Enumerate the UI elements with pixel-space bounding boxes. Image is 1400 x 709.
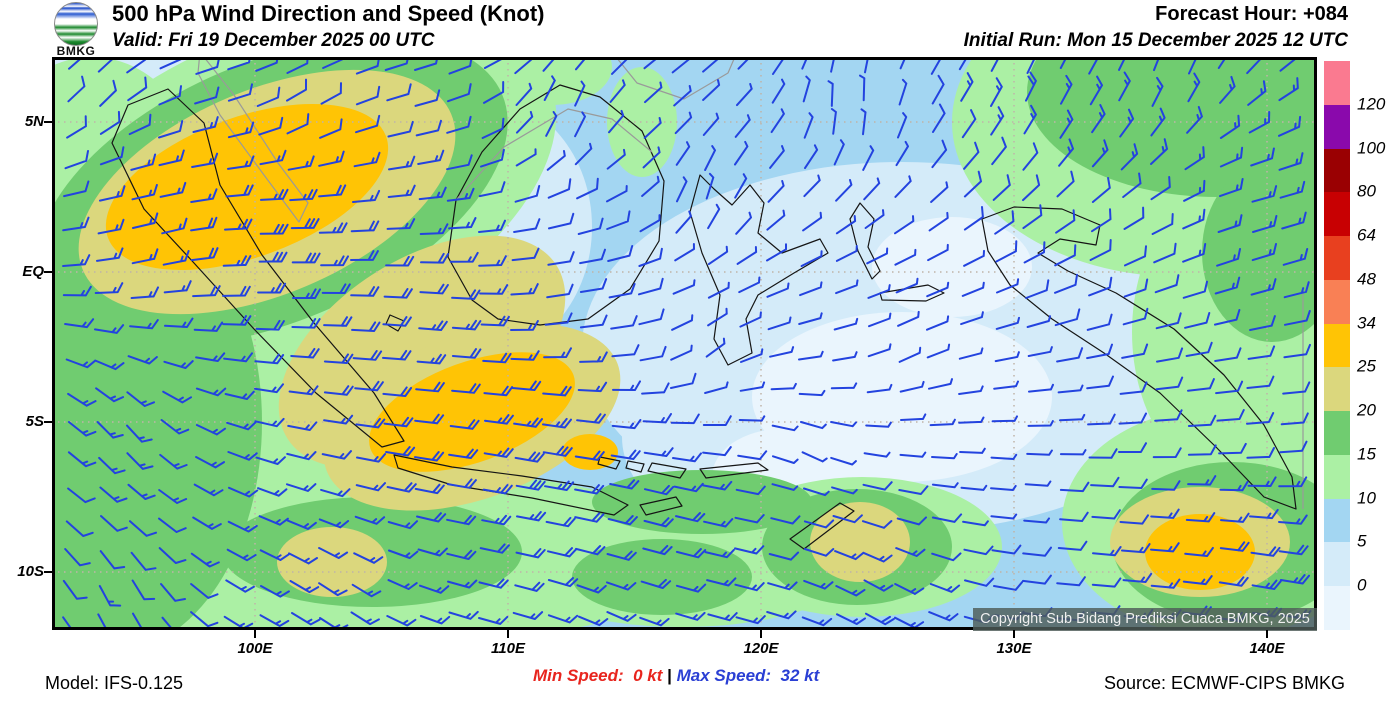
legend-label-25: 25	[1357, 356, 1376, 376]
legend-label-5: 5	[1357, 532, 1367, 552]
bmkg-logo: BMKG	[46, 2, 106, 58]
legend-label-15: 15	[1357, 444, 1376, 464]
page-title: 500 hPa Wind Direction and Speed (Knot)	[112, 1, 545, 26]
wind-map	[52, 57, 1317, 630]
speed-region-khaki	[810, 502, 910, 582]
minmax-speed-line: Min Speed: 0 kt | Max Speed: 32 kt	[533, 666, 819, 686]
valid-time-label: Valid: Fri 19 December 2025 00 UTC	[112, 30, 435, 51]
y-tick-mark	[44, 571, 52, 573]
coastline-java	[393, 454, 629, 516]
speed-region-khaki	[277, 527, 387, 597]
coastline-lombok	[625, 460, 645, 473]
legend-label-10: 10	[1357, 488, 1376, 508]
legend-label-20: 20	[1357, 400, 1376, 420]
coastline-sumbawa	[647, 462, 687, 479]
x-tick-mark	[507, 630, 509, 638]
speed-region-green	[572, 539, 752, 615]
minmax-separator: |	[662, 666, 677, 685]
model-label: Model: IFS-0.125	[45, 673, 184, 693]
y-tick-mark	[44, 121, 52, 123]
coastline-bali	[597, 456, 621, 470]
legend-label-80: 80	[1357, 181, 1376, 201]
legend-label-100: 100	[1357, 138, 1386, 158]
legend-label-0: 0	[1357, 575, 1367, 595]
forecast-hour-label: Forecast Hour: +084	[1155, 3, 1348, 25]
foreign-coastlines	[197, 57, 1304, 509]
legend-label-34: 34	[1357, 313, 1376, 333]
legend-cell	[1324, 192, 1350, 237]
bmkg-globe-icon	[54, 2, 98, 46]
wind-map-canvas	[52, 57, 1317, 630]
legend-cell	[1324, 61, 1350, 105]
coastline-malay-peninsula	[197, 57, 309, 223]
coastline-flores	[699, 462, 769, 479]
legend-cell	[1324, 411, 1350, 455]
x-tick-mark	[760, 630, 762, 638]
legend-label-48: 48	[1357, 269, 1376, 289]
legend-label-64: 64	[1357, 225, 1376, 245]
y-tick-label-5S: 5S	[25, 413, 44, 430]
y-tick-label-10S: 10S	[17, 563, 44, 580]
min-speed-label: Min Speed: 0 kt	[533, 666, 663, 685]
speed-region-orange	[1145, 514, 1255, 590]
coastline-seram	[879, 284, 945, 302]
legend-cell	[1324, 236, 1350, 280]
legend-cell	[1324, 279, 1350, 324]
y-tick-mark	[44, 421, 52, 423]
legend-cell	[1324, 148, 1350, 193]
x-tick-label-140E: 140E	[1249, 640, 1285, 657]
x-tick-label-100E: 100E	[237, 640, 273, 657]
legend-cell	[1324, 323, 1350, 368]
copyright-note: Copyright Sub Bidang Prediksi Cuaca BMKG…	[973, 608, 1317, 631]
legend-cell	[1324, 586, 1350, 630]
coastline-bangka	[385, 314, 405, 332]
coastline-timor	[789, 502, 855, 550]
coastline-sumatra	[111, 88, 405, 448]
speed-region-green	[1027, 57, 1317, 197]
x-tick-label-130E: 130E	[996, 640, 1032, 657]
speed-colorbar	[1324, 61, 1350, 630]
x-tick-mark	[1013, 630, 1015, 638]
legend-label-120: 120	[1357, 94, 1386, 114]
y-tick-label-EQ: EQ	[22, 263, 44, 280]
max-speed-label: Max Speed: 32 kt	[676, 666, 820, 685]
legend-cell	[1324, 542, 1350, 587]
map-frame	[52, 57, 1317, 630]
x-tick-mark	[254, 630, 256, 638]
coastline-sumba	[639, 496, 683, 516]
x-tick-label-110E: 110E	[491, 640, 525, 657]
wind-barbs	[62, 57, 1312, 630]
x-tick-label-120E: 120E	[743, 640, 779, 657]
speed-region-orange	[562, 434, 618, 470]
coastline-mindanao	[615, 57, 736, 100]
legend-cell	[1324, 104, 1350, 149]
coastline-papua	[981, 206, 1297, 510]
legend-cell	[1324, 498, 1350, 543]
speed-region-orange	[369, 352, 575, 472]
wind-barb-strokes	[62, 57, 1312, 630]
coastline-sulawesi	[689, 174, 829, 366]
x-tick-mark	[1266, 630, 1268, 638]
bmkg-logo-label: BMKG	[56, 44, 96, 58]
source-label: Source: ECMWF-CIPS BMKG	[1103, 673, 1345, 693]
speed-region-palest	[872, 217, 1032, 317]
legend-cell	[1324, 454, 1350, 499]
initial-run-label: Initial Run: Mon 15 December 2025 12 UTC	[963, 30, 1348, 51]
y-tick-label-5N: 5N	[24, 113, 44, 130]
speed-region-green	[592, 470, 812, 534]
y-tick-mark	[44, 271, 52, 273]
legend-cell	[1324, 367, 1350, 412]
